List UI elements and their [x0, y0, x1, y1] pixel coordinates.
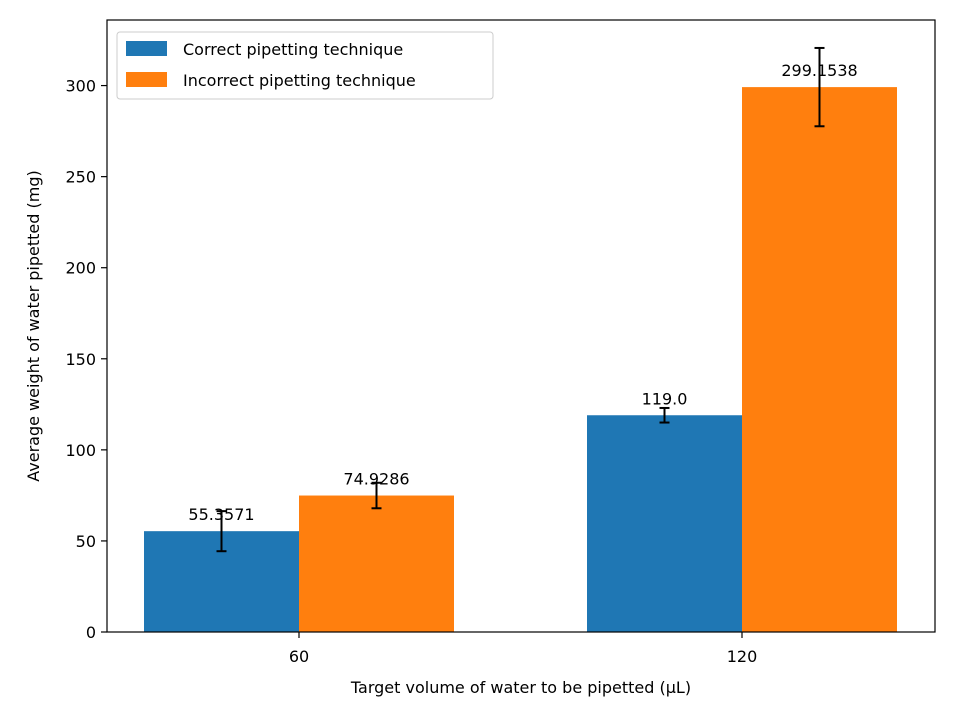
- legend: Correct pipetting technique Incorrect pi…: [116, 31, 494, 100]
- y-axis-label: Average weight of water pipetted (mg): [24, 170, 43, 481]
- data-label-s0-c0: 55.3571: [188, 505, 254, 524]
- legend-swatch-incorrect: [126, 72, 167, 87]
- x-axis: 60 120: [289, 632, 757, 666]
- legend-box: [116, 31, 494, 100]
- y-tick-label-4: 200: [65, 259, 96, 278]
- legend-swatch-correct: [126, 41, 167, 56]
- legend-label-incorrect: Incorrect pipetting technique: [183, 71, 416, 90]
- error-bar-s0-c0: [216, 510, 227, 553]
- bar-s1-c1: [742, 87, 897, 632]
- bars-layer: [144, 87, 897, 632]
- x-tick-label-1: 120: [727, 647, 758, 666]
- y-axis: 0 50 100 150 200 250 300: [65, 77, 107, 642]
- error-bars-layer: [216, 46, 825, 553]
- data-label-s1-c1: 299.1538: [781, 61, 857, 80]
- y-tick-label-2: 100: [65, 441, 96, 460]
- bar-s0-c1: [587, 415, 742, 632]
- plot-frame: [106, 19, 936, 633]
- y-tick-label-3: 150: [65, 350, 96, 369]
- y-tick-label-5: 250: [65, 168, 96, 187]
- legend-label-correct: Correct pipetting technique: [183, 40, 403, 59]
- bar-s1-c0: [299, 495, 454, 632]
- y-tick-label-0: 0: [86, 623, 96, 642]
- y-tick-label-6: 300: [65, 77, 96, 96]
- data-label-s1-c0: 74.9286: [343, 470, 409, 489]
- x-axis-label: Target volume of water to be pipetted (μ…: [350, 678, 691, 697]
- data-labels-layer: 55.3571 119.0 74.9286 299.1538: [188, 61, 857, 524]
- y-tick-label-1: 50: [76, 532, 96, 551]
- error-bar-s0-c1: [659, 406, 670, 424]
- x-tick-label-0: 60: [289, 647, 309, 666]
- error-bar-s1-c1: [814, 46, 825, 128]
- data-label-s0-c1: 119.0: [642, 389, 688, 408]
- error-bar-s1-c0: [371, 481, 382, 510]
